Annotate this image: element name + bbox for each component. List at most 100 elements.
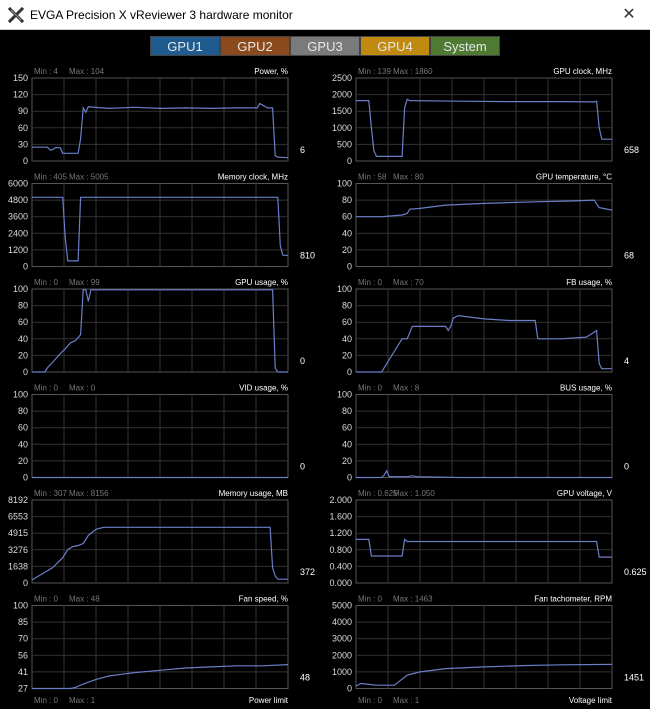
- chart-7-tick-label: 60: [18, 423, 28, 433]
- chart-12-tick-label: 5000: [332, 601, 352, 611]
- chart-8-max-label: Max : 8: [393, 384, 420, 393]
- chart-9-min-label: Min : 307: [34, 489, 67, 498]
- chart-2-tick-label: 500: [337, 139, 352, 149]
- chart-11-tick-label: 70: [18, 634, 28, 644]
- tab-gpu1[interactable]: GPU1: [150, 36, 220, 56]
- chart-7-tick-label: 40: [18, 439, 28, 449]
- chart-5-series-line: [32, 289, 288, 373]
- chart-10-tick-label: 0.800: [329, 545, 352, 555]
- chart-7-tick-label: 20: [18, 456, 28, 466]
- graph-area: Min : 4 Max : 104 Power, %15012090603006Mi…: [8, 67, 647, 705]
- title-bar: EVGA Precision X vReviewer 3 hardware mo…: [0, 0, 650, 30]
- chart-5-current-value: 0: [300, 356, 305, 366]
- chart-4-title: GPU temperature, °C: [536, 173, 612, 182]
- chart-9-tick-label: 4915: [8, 528, 28, 538]
- chart-7-current-value: 0: [300, 462, 305, 472]
- chart-9-tick-label: 0: [23, 578, 28, 588]
- tab-gpu4[interactable]: GPU4: [360, 36, 430, 56]
- chart-10-current-value: 0.625: [624, 567, 647, 577]
- chart-11-title: Fan speed, %: [239, 595, 288, 604]
- chart-11-max-label: Max : 48: [69, 595, 100, 604]
- chart-6-tick-label: 80: [342, 301, 352, 311]
- chart-12-tick-label: 4000: [332, 617, 352, 627]
- chart-2-tick-label: 2500: [332, 73, 352, 83]
- chart-5-tick-label: 60: [18, 317, 28, 327]
- chart-11-tick-label: 100: [13, 601, 28, 611]
- monitor-panel: GPU1 GPU2 GPU3 GPU4 System Min : 4 Max : …: [0, 30, 650, 709]
- chart-5-tick-label: 80: [18, 301, 28, 311]
- chart-1-min-label: Min : 4: [34, 67, 59, 76]
- chart-6-tick-label: 40: [342, 334, 352, 344]
- chart-12-tick-label: 0: [347, 684, 352, 694]
- chart-6-current-value: 4: [624, 356, 629, 366]
- chart-9-tick-label: 1638: [8, 561, 28, 571]
- chart-1-tick-label: 150: [13, 73, 28, 83]
- chart-9-max-label: Max : 8156: [69, 489, 109, 498]
- chart-2-max-label: Max : 1860: [393, 67, 433, 76]
- chart-2-tick-label: 1000: [332, 123, 352, 133]
- limit-1-title: Power limit: [249, 696, 289, 705]
- limit-2-max-label: Max : 1: [393, 696, 420, 705]
- window-title: EVGA Precision X vReviewer 3 hardware mo…: [30, 8, 293, 22]
- chart-5-max-label: Max : 99: [69, 278, 100, 287]
- chart-4-series-line: [356, 199, 613, 218]
- chart-2-min-label: Min : 139: [358, 67, 391, 76]
- chart-3-max-label: Max : 5005: [69, 173, 109, 182]
- chart-4-tick-label: 40: [342, 228, 352, 238]
- chart-8-tick-label: 0: [347, 473, 352, 483]
- chart-11-tick-label: 41: [18, 667, 28, 677]
- chart-3-title: Memory clock, MHz: [218, 173, 288, 182]
- chart-9-title: Memory usage, MB: [219, 489, 288, 498]
- chart-6-series-line: [356, 314, 612, 373]
- chart-4-tick-label: 20: [342, 245, 352, 255]
- chart-11-min-label: Min : 0: [34, 595, 59, 604]
- chart-5-tick-label: 40: [18, 334, 28, 344]
- chart-10-series-line: [356, 538, 612, 558]
- chart-1-tick-label: 90: [18, 106, 28, 116]
- chart-3-current-value: 810: [300, 251, 315, 261]
- chart-1-tick-label: 120: [13, 90, 28, 100]
- chart-4-tick-label: 80: [342, 195, 352, 205]
- chart-12-series-line: [355, 663, 613, 687]
- chart-10-tick-label: 1.600: [329, 512, 352, 522]
- chart-6-tick-label: 20: [342, 350, 352, 360]
- chart-9-tick-label: 6553: [8, 512, 28, 522]
- chart-3-tick-label: 1200: [8, 245, 28, 255]
- chart-6-max-label: Max : 70: [393, 278, 424, 287]
- chart-4-tick-label: 0: [347, 262, 352, 272]
- chart-12-max-label: Max : 1463: [393, 595, 433, 604]
- tab-gpu2[interactable]: GPU2: [220, 36, 290, 56]
- tab-gpu3[interactable]: GPU3: [290, 36, 360, 56]
- chart-12-tick-label: 3000: [332, 634, 352, 644]
- chart-8-tick-label: 60: [342, 423, 352, 433]
- chart-3-series-line: [32, 196, 288, 262]
- chart-11-tick-label: 56: [18, 650, 28, 660]
- chart-6-tick-label: 0: [347, 367, 352, 377]
- chart-4-tick-label: 60: [342, 212, 352, 222]
- chart-1-tick-label: 30: [18, 139, 28, 149]
- tab-system[interactable]: System: [430, 36, 500, 56]
- chart-7-tick-label: 100: [13, 390, 28, 400]
- chart-7-title: VID usage, %: [239, 384, 288, 393]
- chart-4-min-label: Min : 58: [358, 173, 387, 182]
- chart-2-tick-label: 0: [347, 156, 352, 166]
- chart-11-tick-label: 27: [18, 684, 28, 694]
- chart-5-title: GPU usage, %: [235, 278, 288, 287]
- chart-1-max-label: Max : 104: [69, 67, 105, 76]
- chart-8-min-label: Min : 0: [358, 384, 383, 393]
- chart-10-max-label: Max : 1.050: [393, 489, 435, 498]
- evga-x-logo-icon: [8, 7, 24, 23]
- close-button[interactable]: ✕: [622, 6, 636, 23]
- chart-7-max-label: Max : 0: [69, 384, 96, 393]
- chart-11-tick-label: 85: [18, 617, 28, 627]
- chart-9-current-value: 372: [300, 567, 315, 577]
- chart-10-title: GPU voltage, V: [557, 489, 613, 498]
- chart-5-tick-label: 20: [18, 350, 28, 360]
- chart-1-series-line: [32, 102, 289, 159]
- chart-7-min-label: Min : 0: [34, 384, 59, 393]
- chart-11-current-value: 48: [300, 673, 310, 683]
- chart-2-current-value: 658: [624, 145, 639, 155]
- limit-2-min-label: Min : 0: [358, 696, 383, 705]
- chart-10-tick-label: 0.400: [329, 561, 352, 571]
- chart-3-tick-label: 0: [23, 262, 28, 272]
